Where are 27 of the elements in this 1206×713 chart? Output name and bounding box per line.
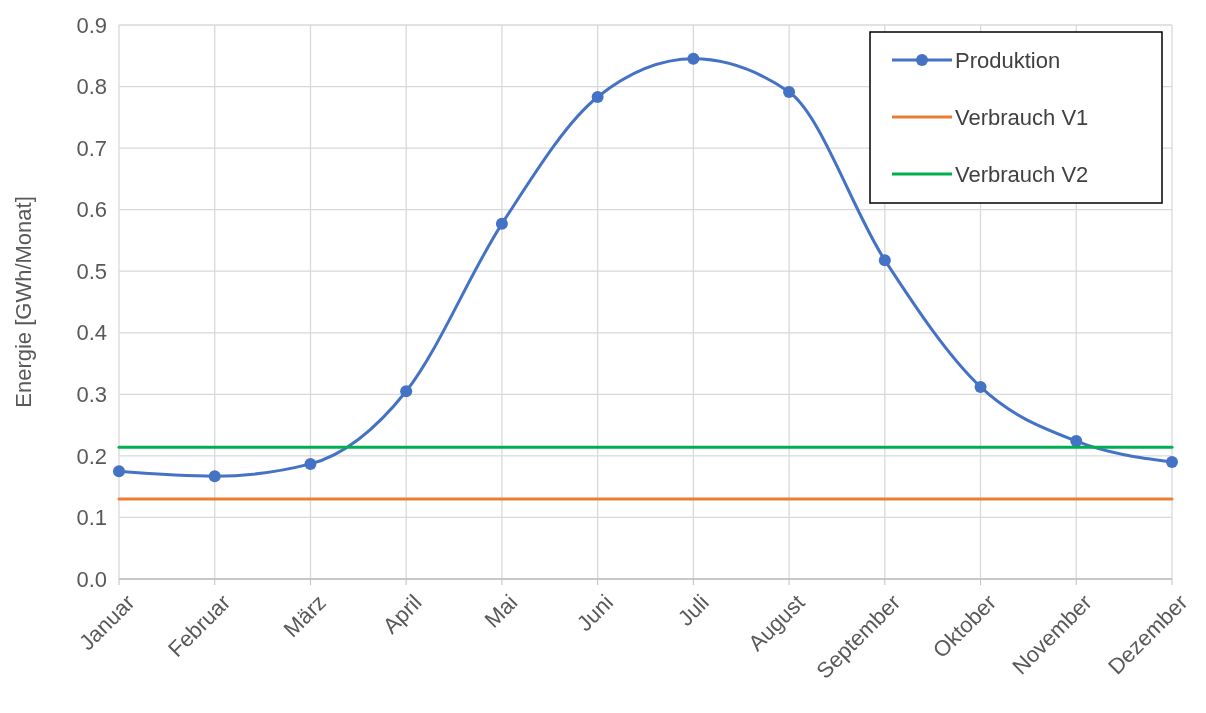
point <box>878 254 891 267</box>
y-tick-label: 0.4 <box>76 320 107 346</box>
y-tick-label: 0.9 <box>76 12 107 38</box>
y-tick-label: 0.7 <box>76 135 107 161</box>
x-tick-label: Juli <box>672 589 714 631</box>
point <box>304 457 317 470</box>
y-tick-label: 0.0 <box>76 566 107 592</box>
y-axis-title: Energie [GWh/Monat] <box>11 196 36 408</box>
legend-label: Produktion <box>955 47 1061 73</box>
y-tick-label: 0.8 <box>76 74 107 100</box>
x-tick-label: Mai <box>479 589 523 633</box>
point <box>974 380 987 393</box>
point <box>400 385 413 398</box>
y-tick-label: 0.5 <box>76 258 107 284</box>
y-tick-label: 0.2 <box>76 443 107 469</box>
point <box>208 470 221 483</box>
point <box>495 217 508 230</box>
y-tick-label: 0.1 <box>76 505 107 531</box>
y-tick-label: 0.3 <box>76 382 107 408</box>
point <box>113 465 125 478</box>
point <box>783 86 796 99</box>
legend-label: Verbrauch V1 <box>955 104 1089 130</box>
legend-label: Verbrauch V2 <box>955 161 1089 187</box>
y-tick-label: 0.6 <box>76 197 107 223</box>
point <box>687 52 700 65</box>
point <box>591 91 604 104</box>
point <box>1166 456 1178 469</box>
